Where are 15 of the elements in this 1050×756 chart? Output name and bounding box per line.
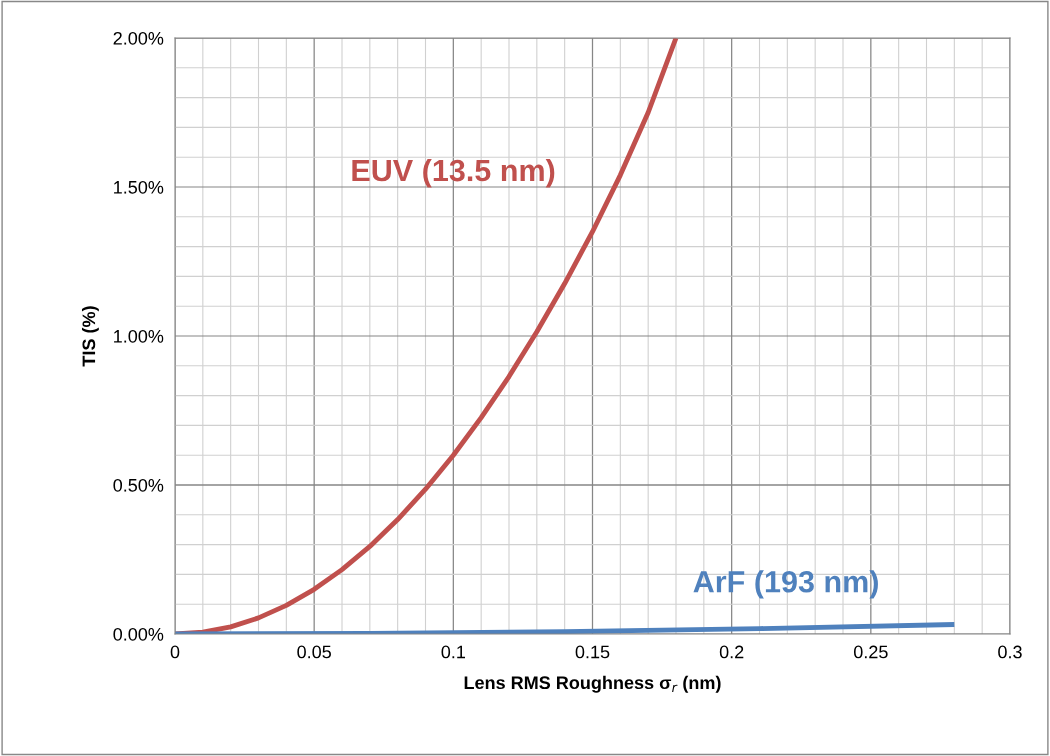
x-axis-title: Lens RMS Roughness σ$_{r}$ (nm) <box>464 675 721 693</box>
x-tick-label: 0 <box>170 645 180 659</box>
y-tick-label: 1.50% <box>114 180 164 194</box>
y-tick-label: 2.00% <box>113 31 164 45</box>
y-tick-label: 0.00% <box>113 627 164 641</box>
x-tick-label: 0.15 <box>575 645 610 659</box>
y-axis-title: TIS (%) <box>81 306 99 367</box>
y-tick-label: 1.00% <box>114 329 164 343</box>
line-series <box>175 622 957 634</box>
x-tick-label: 0.1 <box>441 645 465 659</box>
x-tick-label: 0.05 <box>297 645 331 659</box>
x-tick-label: 0.2 <box>719 645 744 659</box>
y-tick-label: 0.50% <box>113 478 164 492</box>
x-tick-label: 0.25 <box>853 645 888 659</box>
x-tick-label: 0.3 <box>998 645 1022 659</box>
